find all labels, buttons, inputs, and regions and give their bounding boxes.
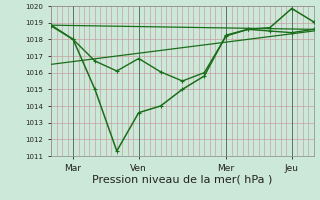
X-axis label: Pression niveau de la mer( hPa ): Pression niveau de la mer( hPa ) bbox=[92, 174, 273, 184]
